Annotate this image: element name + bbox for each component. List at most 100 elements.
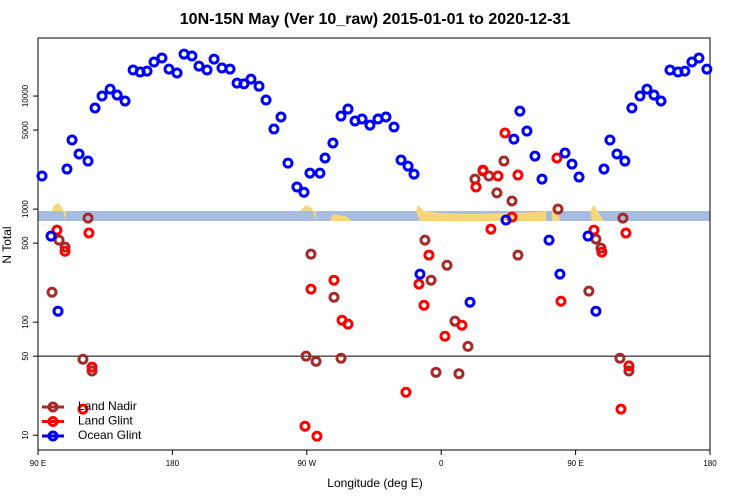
point [423, 249, 435, 261]
point [492, 170, 504, 182]
point [536, 173, 548, 185]
land-area [590, 205, 604, 221]
point [655, 95, 667, 107]
legend-marker [47, 430, 59, 442]
point [693, 52, 705, 64]
point [45, 230, 57, 242]
point [245, 73, 257, 85]
point [208, 53, 220, 65]
point [186, 50, 198, 62]
point [342, 318, 354, 330]
point [529, 150, 541, 162]
point [238, 78, 250, 90]
point [82, 155, 94, 167]
point [623, 360, 635, 372]
point [598, 163, 610, 175]
point [77, 353, 89, 365]
point [552, 203, 564, 215]
point [419, 234, 431, 246]
point [380, 111, 392, 123]
y-tick-label: 5000 [21, 121, 30, 139]
point [418, 299, 430, 311]
point [275, 111, 287, 123]
point [543, 234, 555, 246]
point [59, 245, 71, 257]
point [453, 368, 465, 380]
point [620, 227, 632, 239]
point [400, 386, 412, 398]
point [89, 102, 101, 114]
x-axis-label: Longitude (deg E) [327, 476, 422, 490]
plot-frame [37, 37, 711, 451]
point [193, 60, 205, 72]
point [555, 295, 567, 307]
point [328, 274, 340, 286]
point [156, 52, 168, 64]
x-tick-label: 180 [166, 459, 180, 468]
point [554, 268, 566, 280]
point [52, 305, 64, 317]
y-tick-label: 50 [21, 351, 30, 360]
point [305, 283, 317, 295]
point [470, 181, 482, 193]
point [619, 155, 631, 167]
point [441, 259, 453, 271]
point [77, 403, 89, 415]
point [623, 365, 635, 377]
point [512, 169, 524, 181]
point [299, 420, 311, 432]
point [566, 158, 578, 170]
legend-label: Land Nadir [78, 399, 137, 413]
point [626, 102, 638, 114]
point [111, 89, 123, 101]
point [439, 330, 451, 342]
y-tick-label: 500 [21, 236, 30, 250]
point [583, 285, 595, 297]
land-area [416, 205, 546, 221]
y-tick-label: 100 [21, 315, 30, 329]
land-area [300, 205, 316, 221]
point [304, 167, 316, 179]
point [679, 65, 691, 77]
ocean-band [38, 211, 710, 221]
point [171, 67, 183, 79]
point [82, 212, 94, 224]
point [701, 63, 713, 75]
point [521, 125, 533, 137]
point [311, 430, 323, 442]
point [604, 134, 616, 146]
point [291, 181, 303, 193]
land-area [52, 203, 66, 221]
series [51, 127, 635, 442]
point [617, 212, 629, 224]
point [66, 134, 78, 146]
point [148, 56, 160, 68]
point [559, 147, 571, 159]
point [491, 187, 503, 199]
point [462, 340, 474, 352]
point [260, 94, 272, 106]
point [615, 403, 627, 415]
point [61, 163, 73, 175]
point [53, 234, 65, 246]
point [408, 168, 420, 180]
x-tick-label: 90 E [567, 459, 583, 468]
point [551, 152, 563, 164]
point [514, 105, 526, 117]
point [319, 152, 331, 164]
point [590, 305, 602, 317]
point [456, 319, 468, 331]
point [648, 89, 660, 101]
point [508, 133, 520, 145]
point [96, 90, 108, 102]
point [224, 63, 236, 75]
point [356, 113, 368, 125]
point [430, 366, 442, 378]
legend-label: Land Glint [78, 414, 133, 428]
x-tick-label: 0 [439, 459, 444, 468]
point [634, 90, 646, 102]
point [119, 95, 131, 107]
point [327, 137, 339, 149]
point [414, 268, 426, 280]
point [582, 230, 594, 242]
